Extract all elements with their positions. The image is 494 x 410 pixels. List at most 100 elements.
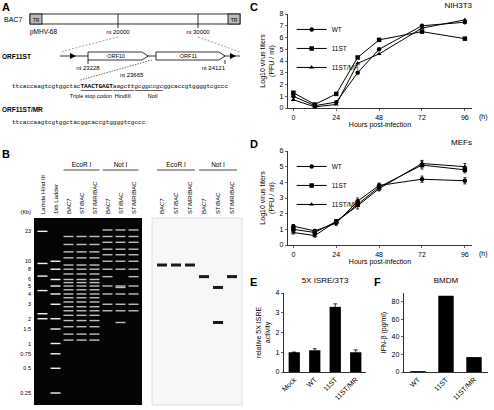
svg-text:BAC7: BAC7 [66,198,72,214]
svg-text:6: 6 [279,147,283,154]
svg-text:ST/BAC: ST/BAC [173,192,179,214]
svg-text:3: 3 [279,69,283,76]
svg-text:Hours post-infection: Hours post-infection [349,121,411,129]
svg-text:1: 1 [28,341,31,347]
svg-text:NIH3T3: NIH3T3 [444,1,472,10]
svg-text:0.75: 0.75 [20,351,31,357]
svg-text:11ST/MR: 11ST/MR [332,64,359,71]
svg-text:72: 72 [418,251,426,258]
svg-text:11ST/MR: 11ST/MR [333,376,358,401]
svg-text:4: 4 [279,57,283,64]
svg-text:ttcaccaagtcgtggctacggcaccgtggg: ttcaccaagtcgtggctacggcaccgtggggtcgccc [12,119,146,126]
svg-text:WT: WT [305,375,318,388]
svg-text:8: 8 [279,10,283,17]
svg-text:6: 6 [28,276,31,282]
svg-text:0.5: 0.5 [23,365,31,371]
svg-text:1.5: 1.5 [23,326,31,332]
svg-text:nt 30000: nt 30000 [186,29,210,35]
svg-text:ttcaccaagtcgtggctacTAACTGAGTaa: ttcaccaagtcgtggctacTAACTGAGTaagcttgcggcc… [12,83,228,90]
svg-text:nt 23228: nt 23228 [76,65,100,71]
svg-text:ST/MR/BAC: ST/MR/BAC [187,181,193,214]
svg-text:40: 40 [392,333,400,340]
svg-text:20: 20 [392,351,400,358]
svg-text:B: B [2,148,10,160]
svg-text:ST/MR/BAC: ST/MR/BAC [131,181,137,214]
svg-text:Hours post-infection: Hours post-infection [349,258,411,266]
svg-text:96: 96 [461,251,469,258]
svg-text:IFN-β (pg/ml): IFN-β (pg/ml) [380,312,388,353]
svg-text:pMHV-68: pMHV-68 [30,28,57,36]
svg-text:TR: TR [33,17,40,23]
svg-text:11ST/MR: 11ST/MR [452,376,477,401]
svg-text:11ST: 11ST [433,375,450,392]
svg-text:EcoR I: EcoR I [166,161,186,168]
svg-text:(Kb): (Kb) [21,209,32,215]
svg-text:ORF10: ORF10 [107,53,125,59]
svg-text:10: 10 [25,258,31,264]
svg-text:3: 3 [28,301,31,307]
svg-text:1: 1 [279,226,283,233]
svg-text:1: 1 [275,349,279,356]
svg-text:0: 0 [279,241,283,248]
svg-text:4: 4 [28,291,31,297]
svg-text:24: 24 [332,251,340,258]
svg-text:Log10 virus titers(PFU / ml): Log10 virus titers(PFU / ml) [259,171,276,225]
svg-text:0: 0 [395,368,399,375]
svg-text:11ST/MR: 11ST/MR [332,201,359,208]
svg-text:BAC7: BAC7 [201,198,207,214]
svg-text:BAC7: BAC7 [105,198,111,214]
svg-text:TR: TR [231,17,238,23]
svg-text:80: 80 [392,298,400,305]
svg-text:48: 48 [375,251,383,258]
svg-text:Log10 virus titers(PFU / ml): Log10 virus titers(PFU / ml) [259,34,276,88]
svg-text:0: 0 [291,251,295,258]
svg-text:11ST: 11ST [322,375,339,392]
svg-text:ORF11ST: ORF11ST [2,53,31,60]
svg-text:WT: WT [332,26,342,33]
svg-text:11ST: 11ST [332,182,347,189]
svg-text:2: 2 [279,210,283,217]
svg-text:ORF11ST/MR: ORF11ST/MR [2,106,43,113]
svg-text:Mock: Mock [281,376,298,393]
svg-text:1kb Ladder: 1kb Ladder [53,184,59,214]
svg-text:3: 3 [275,309,279,316]
svg-text:5X ISRE/3T3: 5X ISRE/3T3 [302,276,349,285]
svg-text:8: 8 [28,266,31,272]
svg-text:5: 5 [279,163,283,170]
svg-text:BAC7: BAC7 [159,198,165,214]
svg-text:1: 1 [279,93,283,100]
svg-text:BAC7: BAC7 [4,16,22,23]
svg-text:A: A [2,1,10,13]
svg-text:Lamda Hind III: Lamda Hind III [40,175,46,214]
svg-text:HindIII: HindIII [115,93,131,99]
svg-text:MEFs: MEFs [451,138,472,147]
svg-text:ST/BAC: ST/BAC [79,192,85,214]
svg-text:ST/MR/BAC: ST/MR/BAC [229,181,235,214]
svg-text:WT: WT [409,375,422,388]
svg-text:60: 60 [392,316,400,323]
svg-text:4: 4 [275,289,279,296]
svg-text:23: 23 [25,228,31,234]
svg-text:7: 7 [279,22,283,29]
svg-text:5: 5 [28,283,31,289]
svg-text:ORF11: ORF11 [180,53,197,59]
svg-text:3: 3 [279,194,283,201]
svg-text:96: 96 [461,114,469,121]
svg-text:4: 4 [279,179,283,186]
svg-text:ST/BAC: ST/BAC [215,192,221,214]
svg-text:Triple stop codon: Triple stop codon [70,93,112,99]
svg-text:2: 2 [279,81,283,88]
svg-text:(h): (h) [479,113,488,121]
svg-text:48: 48 [375,114,383,121]
svg-text:6: 6 [279,34,283,41]
svg-text:nt 20000: nt 20000 [106,29,130,35]
svg-text:EcoR I: EcoR I [72,161,92,168]
svg-text:72: 72 [418,114,426,121]
svg-text:NotI: NotI [148,93,159,99]
svg-text:0.25: 0.25 [20,390,31,396]
svg-text:WT: WT [332,163,342,170]
svg-text:ST/MR/BAC: ST/MR/BAC [92,181,98,214]
svg-text:0: 0 [291,114,295,121]
svg-text:relative 5X ISREactivity: relative 5X ISREactivity [255,306,272,358]
svg-text:BMDM: BMDM [434,276,459,285]
